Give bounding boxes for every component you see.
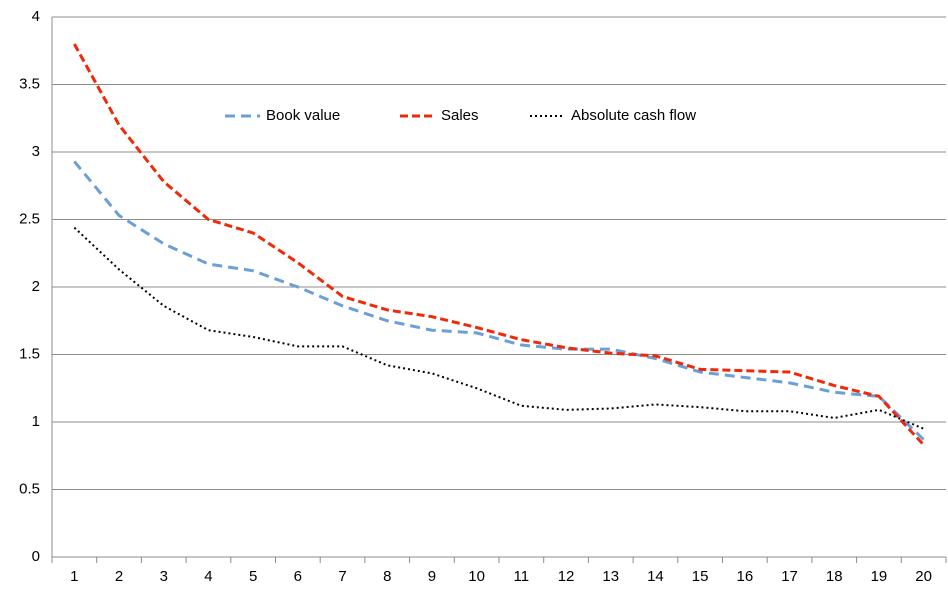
x-tick-label: 18 bbox=[826, 568, 843, 585]
x-tick-label: 20 bbox=[915, 568, 932, 585]
x-tick-label: 7 bbox=[338, 568, 346, 585]
y-tick-label: 1 bbox=[32, 413, 40, 430]
x-tick-label: 11 bbox=[514, 568, 530, 585]
x-tick-label: 19 bbox=[871, 568, 888, 585]
x-tick-label: 9 bbox=[428, 568, 436, 585]
y-tick-label: 2 bbox=[32, 278, 40, 295]
y-tick-label: 1.5 bbox=[19, 345, 40, 362]
x-tick-label: 10 bbox=[468, 568, 485, 585]
x-tick-label: 3 bbox=[160, 568, 168, 585]
series-line bbox=[73, 226, 925, 430]
series-line bbox=[73, 43, 925, 446]
x-tick-label: 6 bbox=[294, 568, 302, 585]
x-tick-label: 14 bbox=[647, 568, 664, 585]
legend-label: Absolute cash flow bbox=[571, 107, 696, 124]
x-tick-label: 12 bbox=[558, 568, 575, 585]
legend-label: Sales bbox=[441, 107, 479, 124]
y-tick-label: 0 bbox=[32, 548, 40, 565]
y-tick-label: 0.5 bbox=[19, 480, 40, 497]
x-tick-label: 5 bbox=[249, 568, 257, 585]
x-tick-label: 1 bbox=[70, 568, 78, 585]
x-tick-label: 4 bbox=[204, 568, 212, 585]
x-tick-label: 2 bbox=[115, 568, 123, 585]
x-tick-label: 17 bbox=[781, 568, 798, 585]
y-tick-label: 2.5 bbox=[19, 210, 40, 227]
y-tick-label: 4 bbox=[32, 8, 40, 25]
x-tick-label: 15 bbox=[692, 568, 709, 585]
y-tick-label: 3.5 bbox=[19, 75, 40, 92]
x-tick-label: 13 bbox=[602, 568, 619, 585]
x-tick-label: 16 bbox=[737, 568, 754, 585]
y-tick-label: 3 bbox=[32, 143, 40, 160]
legend-label: Book value bbox=[266, 107, 340, 124]
x-tick-label: 8 bbox=[383, 568, 391, 585]
series-line bbox=[73, 160, 925, 441]
